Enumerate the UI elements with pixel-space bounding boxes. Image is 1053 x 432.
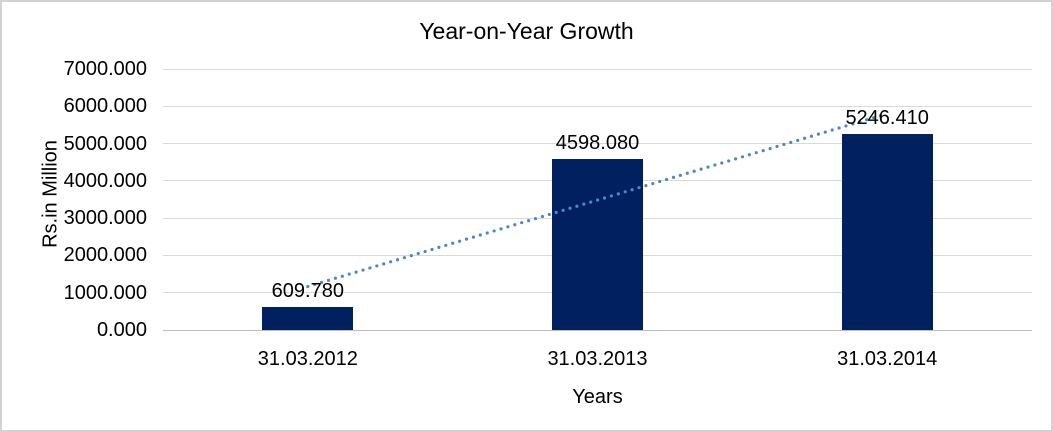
bar [262,307,354,330]
y-axis-title: Rs.in Million [39,140,62,248]
y-tick-label: 2000.000 [63,244,147,267]
chart-title: Year-on-Year Growth [419,18,634,44]
bar [552,158,643,330]
y-tick-label: 1000.000 [63,281,147,304]
x-tick-label: 31.03.2013 [547,348,648,370]
y-tick-label: 4000.000 [63,169,147,192]
bar [841,134,933,330]
y-tick-label: 5000.000 [63,132,147,155]
x-axis-title: Years [572,386,623,408]
gridline [163,105,1032,107]
gridline [163,329,1032,331]
y-tick-label: 7000.000 [63,58,147,80]
y-tick-label: 6000.000 [63,95,147,118]
bar-value-label: 5246.410 [845,107,929,130]
bar-value-label: 609.780 [271,280,344,303]
x-tick-label: 31.03.2012 [257,348,358,370]
y-tick-label: 0.000 [96,319,147,341]
gridline [163,68,1032,70]
y-tick-label: 3000.000 [63,207,147,230]
x-tick-label: 31.03.2014 [837,348,938,370]
bar-value-label: 4598.080 [555,131,640,154]
